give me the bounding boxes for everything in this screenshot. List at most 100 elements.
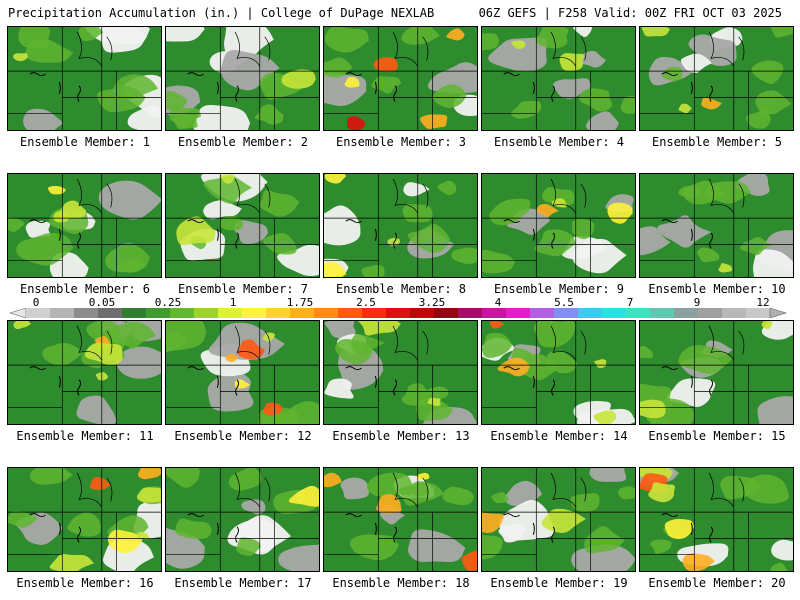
colorbar-tick-label: 5.5 <box>554 296 574 309</box>
colorbar-swatch <box>362 308 387 318</box>
ensemble-map-panel <box>323 467 478 572</box>
colorbar-scale <box>8 308 788 318</box>
ensemble-member-label: Ensemble Member: 16 <box>16 576 154 590</box>
ensemble-member-label: Ensemble Member: 3 <box>335 135 467 149</box>
colorbar-labels: 0 0.05 0.25 1 1.75 2.5 3.25 4 5.5 7 9 12 <box>0 296 800 309</box>
precip-map <box>640 27 793 130</box>
ensemble-member-label: Ensemble Member: 1 <box>19 135 151 149</box>
colorbar-swatch <box>26 308 51 318</box>
colorbar-tick-label: 2.5 <box>356 296 376 309</box>
precip-map <box>8 27 161 130</box>
colorbar-tick-label: 1 <box>229 296 237 309</box>
ensemble-member-label: Ensemble Member: 14 <box>490 429 628 443</box>
ensemble-map-panel <box>165 467 320 572</box>
ensemble-member-label: Ensemble Member: 20 <box>648 576 786 590</box>
colorbar-swatch <box>194 308 219 318</box>
precip-map <box>8 468 161 571</box>
colorbar-swatch <box>578 308 603 318</box>
colorbar-swatch <box>386 308 411 318</box>
ensemble-member-label: Ensemble Member: 17 <box>174 576 312 590</box>
ensemble-map-panel <box>7 173 162 278</box>
precip-map <box>482 468 635 571</box>
colorbar-swatch <box>746 308 771 318</box>
colorbar-swatch <box>242 308 267 318</box>
precip-map <box>640 468 793 571</box>
ensemble-map-panel <box>165 173 320 278</box>
precip-map <box>166 174 319 277</box>
precip-map <box>324 468 477 571</box>
ensemble-map-panel <box>639 173 794 278</box>
ensemble-member-label: Ensemble Member: 13 <box>332 429 470 443</box>
colorbar-swatch <box>50 308 75 318</box>
colorbar-tick-label: 3.25 <box>418 296 446 309</box>
chart-title: Precipitation Accumulation (in.) | Colle… <box>8 6 435 20</box>
colorbar-swatch <box>626 308 651 318</box>
precip-map <box>482 174 635 277</box>
colorbar-swatch <box>146 308 171 318</box>
colorbar-swatch <box>698 308 723 318</box>
colorbar-swatch <box>722 308 747 318</box>
colorbar-swatch <box>98 308 123 318</box>
precip-map <box>324 321 477 424</box>
colorbar: 0 0.05 0.25 1 1.75 2.5 3.25 4 5.5 7 9 12 <box>0 296 800 320</box>
colorbar-swatch <box>434 308 459 318</box>
ensemble-map-panel <box>7 26 162 131</box>
colorbar-swatch <box>410 308 435 318</box>
precip-map <box>324 174 477 277</box>
colorbar-swatch <box>674 308 699 318</box>
colorbar-swatch <box>482 308 507 318</box>
ensemble-map-panel <box>165 26 320 131</box>
colorbar-swatch <box>338 308 363 318</box>
colorbar-swatch <box>554 308 579 318</box>
colorbar-tick-label: 0.25 <box>154 296 182 309</box>
ensemble-map-panel <box>323 26 478 131</box>
ensemble-member-label: Ensemble Member: 8 <box>335 282 467 296</box>
precip-map <box>640 174 793 277</box>
model-run-info: 06Z GEFS | F258 Valid: 00Z FRI OCT 03 20… <box>478 6 782 20</box>
colorbar-swatch <box>650 308 675 318</box>
colorbar-tick-label: 0 <box>32 296 40 309</box>
precip-map <box>482 27 635 130</box>
ensemble-map-panel <box>323 320 478 425</box>
ensemble-member-label: Ensemble Member: 12 <box>174 429 312 443</box>
precip-map <box>166 321 319 424</box>
colorbar-swatch <box>218 308 243 318</box>
precip-map <box>8 321 161 424</box>
precip-map <box>166 468 319 571</box>
ensemble-map-panel <box>481 173 636 278</box>
precip-map <box>8 174 161 277</box>
ensemble-member-label: Ensemble Member: 18 <box>332 576 470 590</box>
colorbar-swatch <box>122 308 147 318</box>
ensemble-member-label: Ensemble Member: 5 <box>651 135 783 149</box>
colorbar-tick-label: 7 <box>626 296 634 309</box>
ensemble-map-panel <box>481 467 636 572</box>
colorbar-tick-label: 4 <box>494 296 502 309</box>
ensemble-map-panel <box>481 26 636 131</box>
colorbar-swatch <box>266 308 291 318</box>
ensemble-member-label: Ensemble Member: 4 <box>493 135 625 149</box>
precip-map <box>640 321 793 424</box>
colorbar-arrow-left <box>8 308 27 318</box>
colorbar-tick-label: 0.05 <box>88 296 116 309</box>
ensemble-map-panel <box>639 467 794 572</box>
ensemble-map-panel <box>481 320 636 425</box>
ensemble-map-panel <box>7 320 162 425</box>
colorbar-swatch <box>506 308 531 318</box>
ensemble-member-label: Ensemble Member: 2 <box>177 135 309 149</box>
colorbar-tick-label: 1.75 <box>286 296 314 309</box>
colorbar-swatch <box>314 308 339 318</box>
ensemble-member-label: Ensemble Member: 11 <box>16 429 154 443</box>
colorbar-tick-label: 12 <box>756 296 770 309</box>
ensemble-member-label: Ensemble Member: 10 <box>648 282 786 296</box>
ensemble-map-panel <box>639 26 794 131</box>
colorbar-swatch <box>74 308 99 318</box>
colorbar-swatch <box>602 308 627 318</box>
colorbar-tick-label: 9 <box>693 296 701 309</box>
colorbar-swatch <box>530 308 555 318</box>
precip-map <box>482 321 635 424</box>
colorbar-swatch <box>290 308 315 318</box>
ensemble-member-label: Ensemble Member: 9 <box>493 282 625 296</box>
ensemble-member-label: Ensemble Member: 6 <box>19 282 151 296</box>
ensemble-map-panel <box>323 173 478 278</box>
ensemble-member-label: Ensemble Member: 15 <box>648 429 786 443</box>
